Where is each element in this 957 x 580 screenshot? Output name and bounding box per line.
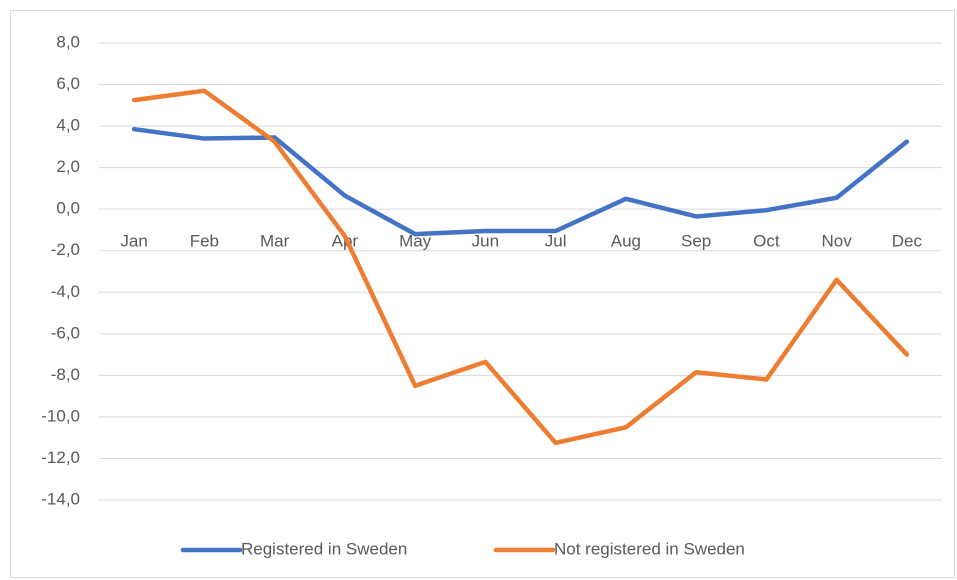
x-tick-label: Oct	[753, 232, 780, 251]
x-tick-label: Jun	[472, 232, 499, 251]
y-tick-label: -8,0	[51, 365, 80, 384]
y-tick-label: 0,0	[56, 199, 80, 218]
y-tick-label: -12,0	[41, 448, 80, 467]
x-tick-label: Aug	[611, 232, 641, 251]
x-tick-label: May	[399, 232, 432, 251]
legend-label: Not registered in Sweden	[554, 539, 745, 558]
y-tick-label: -6,0	[51, 323, 80, 342]
chart-frame	[10, 10, 955, 578]
x-tick-label: Dec	[892, 232, 923, 251]
x-tick-label: Feb	[190, 232, 219, 251]
series-line	[131, 88, 910, 446]
x-tick-label: Sep	[681, 232, 711, 251]
x-tick-label: Jul	[545, 232, 567, 251]
y-tick-label: 8,0	[56, 32, 80, 51]
series-line	[131, 126, 910, 237]
legend-label: Registered in Sweden	[241, 539, 407, 558]
y-tick-label: -4,0	[51, 282, 80, 301]
y-tick-label: -10,0	[41, 406, 80, 425]
y-tick-label: -14,0	[41, 489, 80, 508]
y-tick-label: 2,0	[56, 157, 80, 176]
x-tick-label: Nov	[822, 232, 853, 251]
y-tick-label: 6,0	[56, 74, 80, 93]
x-tick-label: Jan	[120, 232, 147, 251]
x-tick-label: Mar	[260, 232, 290, 251]
y-tick-label: 4,0	[56, 116, 80, 135]
y-tick-label: -2,0	[51, 240, 80, 259]
